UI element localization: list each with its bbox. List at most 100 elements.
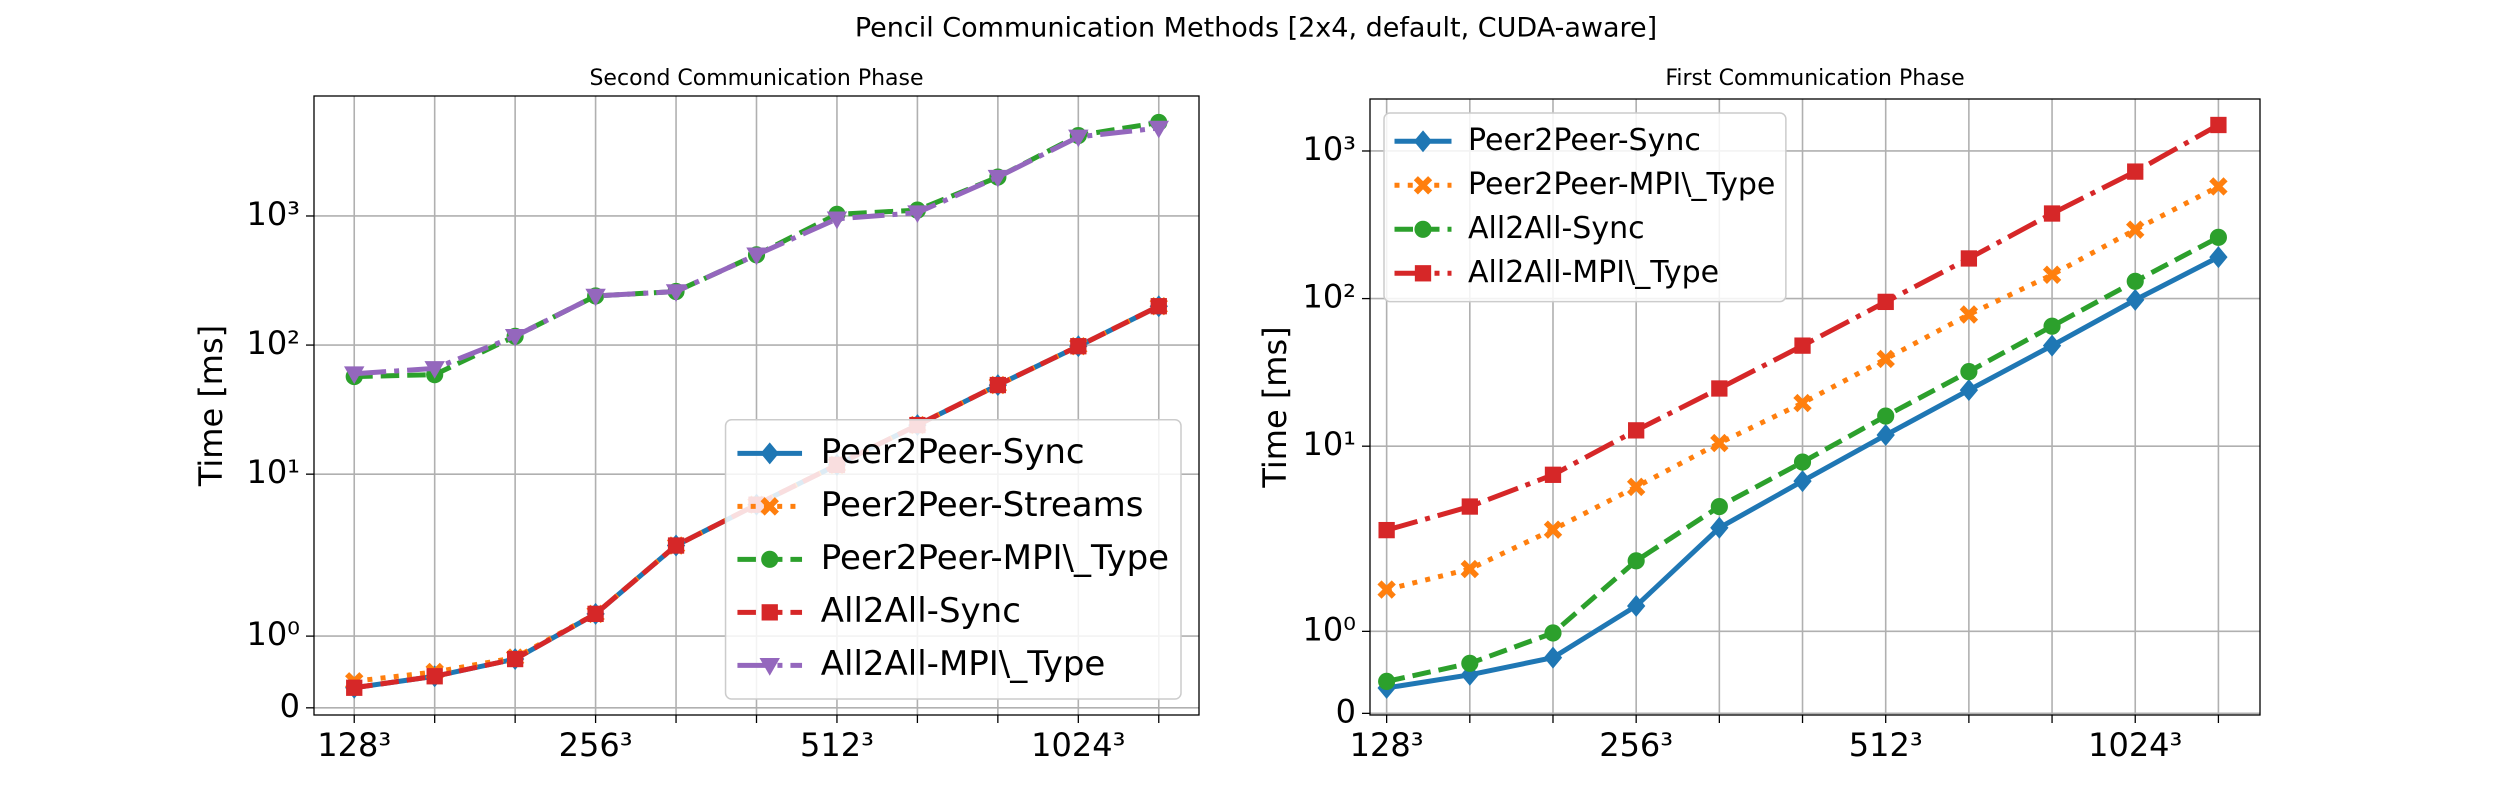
marker <box>1626 477 1646 497</box>
marker <box>1378 672 1396 690</box>
marker <box>1627 552 1645 570</box>
y-axis-label: Time [ms] <box>1256 326 1294 488</box>
y-tick-label: 10² <box>246 324 300 362</box>
subplot: First Communication Phase Time [ms] 128³ 25… <box>1256 66 2261 764</box>
marker <box>1414 220 1432 238</box>
marker <box>1461 498 1478 515</box>
subplot-title: Second Communication Phase <box>589 66 923 91</box>
marker <box>1710 433 1729 453</box>
marker <box>1960 363 1978 381</box>
marker <box>1960 250 1978 267</box>
subplot: Second Communication Phase Time [ms] 128³ 2… <box>192 66 1200 764</box>
subplot-title: First Communication Phase <box>1665 66 1964 91</box>
x-tick-label: 512³ <box>800 726 874 764</box>
marker <box>1461 654 1479 672</box>
x-tick-label: 256³ <box>1599 726 1673 764</box>
marker <box>2042 265 2062 284</box>
marker <box>746 247 767 266</box>
marker <box>761 604 778 621</box>
marker <box>2043 317 2061 335</box>
x-tick-label: 256³ <box>559 726 633 764</box>
marker <box>1793 393 1812 413</box>
y-tick-label: 10⁰ <box>246 615 300 653</box>
series-line <box>1386 184 2220 592</box>
axes-frame <box>1369 98 2261 716</box>
marker <box>1544 624 1562 642</box>
marker <box>2126 272 2144 290</box>
legend-label: All2All-MPI\_Type <box>1468 255 1719 290</box>
marker <box>1710 497 1728 516</box>
marker <box>1877 293 1894 311</box>
marker <box>2209 228 2227 246</box>
series-line <box>1385 122 2220 533</box>
marker <box>344 366 365 385</box>
marker <box>2209 246 2228 269</box>
legend: Peer2Peer-Sync Peer2Peer-MPI\_Type All2All… <box>1383 112 1787 303</box>
marker <box>989 376 1007 394</box>
x-tick-label: 1024³ <box>2088 726 2182 764</box>
marker <box>1627 594 1646 617</box>
x-tick-label: 128³ <box>317 726 391 764</box>
figure-title: Pencil Communication Methods [2x4, defau… <box>855 13 1657 44</box>
marker <box>1711 380 1728 397</box>
marker <box>665 284 687 302</box>
marker <box>1794 337 1811 354</box>
marker <box>506 650 524 668</box>
marker <box>1876 424 1895 447</box>
marker <box>1377 580 1396 599</box>
marker <box>761 550 779 568</box>
y-tick-label: 10³ <box>246 195 300 233</box>
marker <box>1543 646 1563 669</box>
legend-label: Peer2Peer-Sync <box>821 432 1085 472</box>
marker <box>1460 559 1480 579</box>
legend-label: All2All-MPI\_Type <box>821 644 1106 684</box>
marker <box>1150 298 1167 315</box>
marker <box>1710 516 1729 539</box>
marker <box>346 679 363 696</box>
y-tick-label: 0 <box>280 687 300 725</box>
marker <box>1793 470 1812 493</box>
marker <box>1378 521 1395 539</box>
y-tick-label: 10² <box>1302 278 1356 316</box>
y-tick-label: 10³ <box>1302 130 1356 168</box>
marker <box>1793 453 1812 471</box>
marker <box>2127 163 2144 180</box>
marker <box>1543 520 1563 539</box>
marker <box>1959 305 1979 324</box>
marker <box>987 169 1009 188</box>
marker <box>2126 220 2145 239</box>
legend-box <box>1383 112 1787 303</box>
marker <box>585 288 606 307</box>
x-tick-label: 1024³ <box>1031 726 1125 764</box>
marker <box>1959 379 1979 402</box>
marker <box>826 211 848 230</box>
marker <box>760 497 779 516</box>
marker <box>1877 407 1895 425</box>
marker <box>1876 349 1895 369</box>
marker <box>2209 177 2228 196</box>
marker <box>1544 466 1562 483</box>
marker <box>2126 288 2145 311</box>
legend-label: Peer2Peer-Sync <box>1468 123 1701 158</box>
legend: Peer2Peer-Sync Peer2Peer-Streams Peer2Peer… <box>724 418 1182 700</box>
legend-label: All2All-Sync <box>821 591 1021 631</box>
y-tick-label: 10⁰ <box>1302 610 1356 648</box>
x-tick-label: 128³ <box>1350 726 1424 764</box>
legend-label: Peer2Peer-MPI\_Type <box>821 538 1169 578</box>
legend-box <box>724 418 1182 700</box>
y-tick-label: 10¹ <box>246 453 300 491</box>
marker <box>1413 130 1433 153</box>
marker <box>587 605 604 623</box>
y-axis-label: Time [ms] <box>192 325 230 487</box>
marker <box>504 328 526 347</box>
marker <box>424 361 445 379</box>
marker <box>760 442 779 465</box>
marker <box>426 668 443 685</box>
marker <box>2210 116 2227 134</box>
marker <box>667 537 685 554</box>
y-tick-label: 10¹ <box>1302 425 1356 463</box>
legend-label: All2All-Sync <box>1468 211 1645 246</box>
marker <box>759 658 780 676</box>
